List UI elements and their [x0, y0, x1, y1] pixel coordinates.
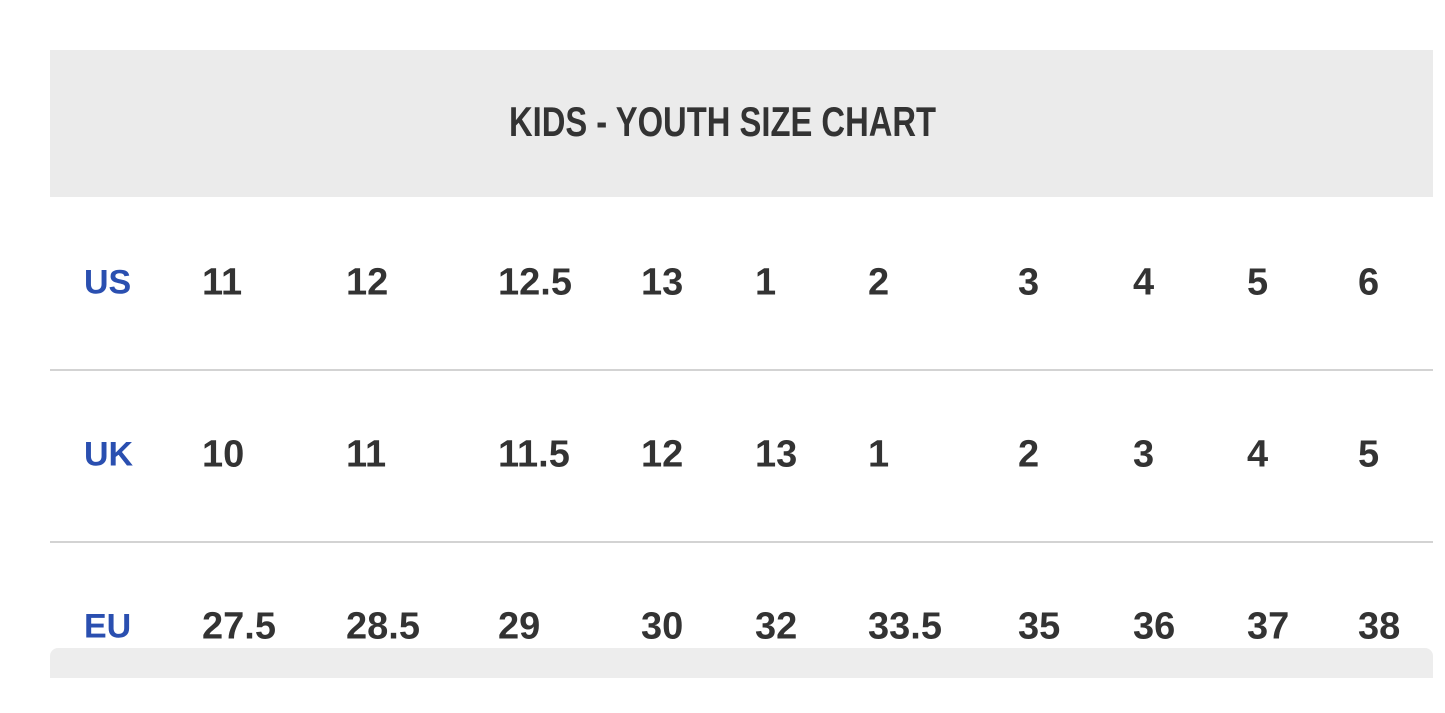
size-cell: 13: [755, 433, 798, 476]
size-cell: 13: [641, 261, 684, 304]
table-row-eu: EU 27.5 28.5 29 30 32 33.5 35 36 37 38: [50, 541, 1433, 713]
size-cell: 12: [641, 433, 684, 476]
table-row-uk: UK 10 11 11.5 12 13 1 2 3 4 5: [50, 369, 1433, 543]
size-cell: 29: [498, 605, 541, 648]
size-cell: 3: [1018, 261, 1040, 304]
footer-bar: [50, 648, 1433, 678]
chart-header: [50, 50, 1433, 197]
size-cell: 5: [1358, 433, 1380, 476]
size-cell: 27.5: [202, 605, 276, 648]
chart-title: KIDS - YOUTH SIZE CHART: [508, 98, 937, 145]
size-cell: 1: [755, 261, 777, 304]
size-cell: 30: [641, 605, 684, 648]
size-cell: 12.5: [498, 261, 572, 304]
size-cell: 2: [1018, 433, 1040, 476]
size-cell: 1: [868, 433, 890, 476]
size-cell: 5: [1247, 261, 1269, 304]
row-label: EU: [84, 607, 132, 646]
table-row-us: US 11 12 12.5 13 1 2 3 4 5 6: [50, 197, 1433, 371]
size-cell: 28.5: [346, 605, 420, 648]
size-cell: 35: [1018, 605, 1061, 648]
size-cell: 2: [868, 261, 890, 304]
size-cell: 6: [1358, 261, 1380, 304]
size-cell: 12: [346, 261, 389, 304]
size-cell: 37: [1247, 605, 1290, 648]
size-cell: 4: [1247, 433, 1269, 476]
size-cell: 32: [755, 605, 798, 648]
size-cell: 36: [1133, 605, 1176, 648]
size-cell: 4: [1133, 261, 1155, 304]
size-cell: 10: [202, 433, 245, 476]
size-cell: 33.5: [868, 605, 942, 648]
size-cell: 3: [1133, 433, 1155, 476]
row-label: UK: [84, 435, 134, 474]
size-cell: 11: [202, 261, 243, 304]
size-cell: 11.5: [498, 433, 570, 476]
size-cell: 11: [346, 433, 387, 476]
row-label: US: [84, 263, 132, 302]
size-cell: 38: [1358, 605, 1401, 648]
